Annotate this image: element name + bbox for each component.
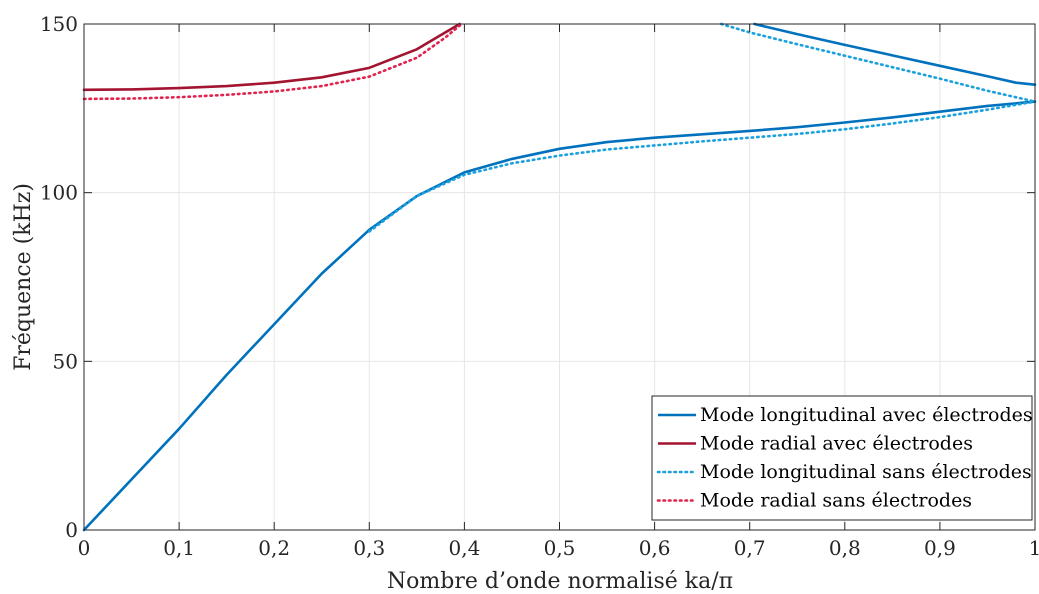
legend: Mode longitudinal avec électrodes Mode ra… — [652, 396, 1033, 520]
x-tick-label: 0 — [78, 536, 91, 560]
legend-label: Mode longitudinal avec électrodes — [700, 404, 1033, 426]
legend-label: Mode radial sans électrodes — [700, 490, 972, 512]
y-tick-label: 100 — [40, 181, 78, 205]
x-tick-label: 0,9 — [924, 536, 956, 560]
x-tick-label: 0,3 — [353, 536, 385, 560]
x-tick-label: 0,7 — [734, 536, 766, 560]
y-tick-label: 50 — [53, 349, 78, 373]
x-tick-label: 0,8 — [829, 536, 861, 560]
legend-label: Mode radial avec électrodes — [700, 433, 973, 455]
x-tick-label: 0,6 — [639, 536, 671, 560]
y-tick-label: 150 — [40, 12, 78, 36]
x-tick-label: 0,5 — [544, 536, 576, 560]
x-tick-label: 0,1 — [163, 536, 195, 560]
series-line — [754, 24, 1035, 85]
y-tick-label: 0 — [65, 518, 78, 542]
x-tick-label: 0,2 — [258, 536, 290, 560]
x-tick-label: 0,4 — [448, 536, 480, 560]
series-line — [84, 24, 462, 99]
series-line — [721, 24, 1035, 102]
x-tick-label: 1 — [1029, 536, 1039, 560]
x-axis-label: Nombre d’onde normalisé ka/π — [387, 569, 733, 594]
series-line — [369, 102, 1035, 232]
y-axis-label: Fréquence (kHz) — [11, 183, 36, 371]
legend-label: Mode longitudinal sans électrodes — [700, 461, 1032, 483]
series-line — [84, 24, 460, 90]
